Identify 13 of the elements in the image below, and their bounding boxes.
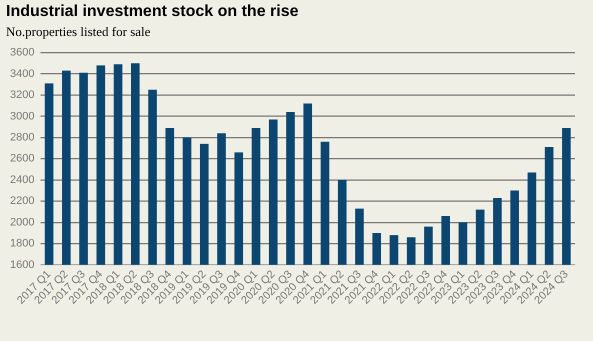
y-tick-label: 2200 xyxy=(10,195,34,208)
y-tick-label: 3600 xyxy=(10,46,34,59)
y-tick-label: 2000 xyxy=(10,216,34,228)
y-tick-label: 3000 xyxy=(10,110,34,122)
y-tick-label: 1800 xyxy=(10,238,34,250)
y-tick-label: 2400 xyxy=(10,174,34,186)
chart-subtitle: No.properties listed for sale xyxy=(6,24,150,40)
chart-title: Industrial investment stock on the rise xyxy=(6,3,299,21)
y-tick-label: 3200 xyxy=(10,89,34,102)
y-tick-label: 2600 xyxy=(10,152,34,165)
y-tick-label: 2800 xyxy=(10,132,34,144)
y-tick-label: 3400 xyxy=(10,68,34,80)
y-tick-label: 1600 xyxy=(10,258,34,271)
